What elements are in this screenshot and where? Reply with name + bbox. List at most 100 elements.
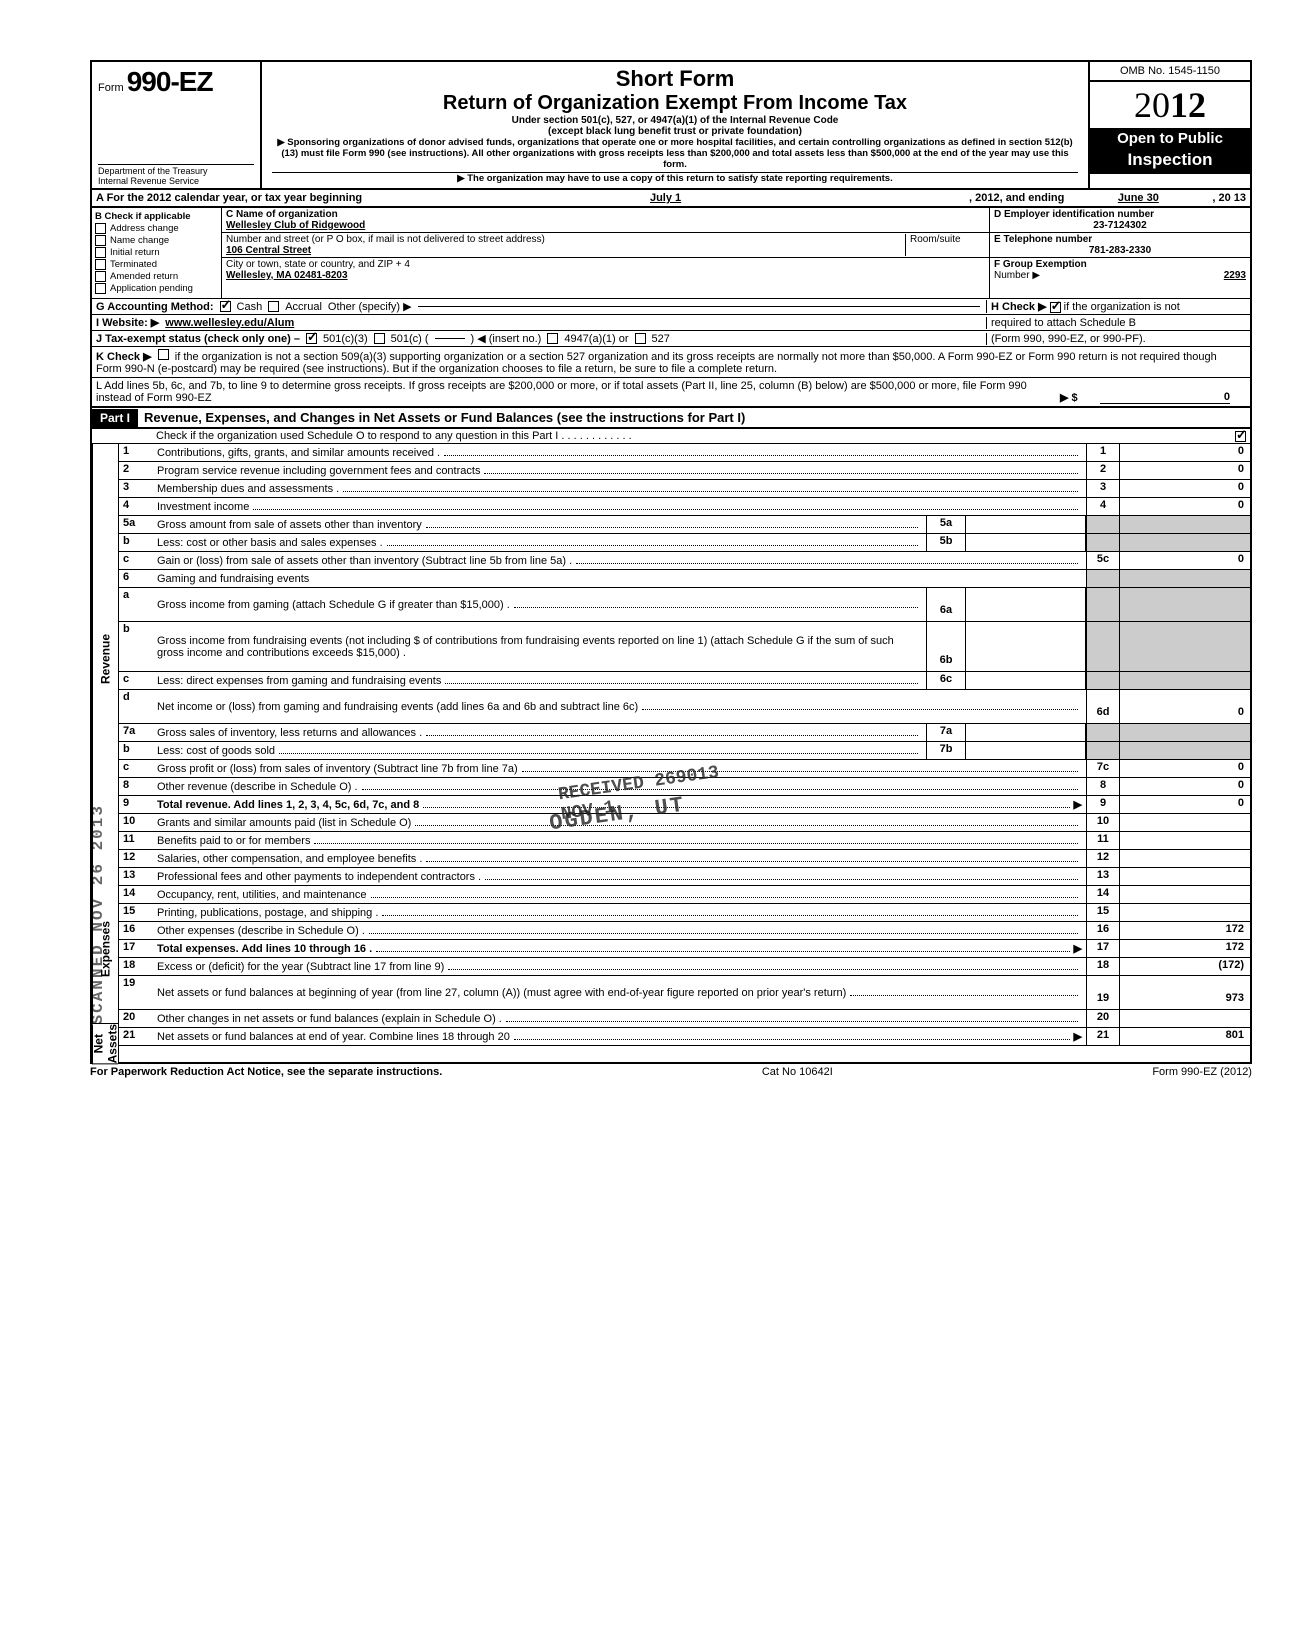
- chk-schedule-b[interactable]: [1050, 302, 1061, 313]
- j-527: 527: [652, 333, 670, 345]
- line-4-value[interactable]: 0: [1120, 498, 1250, 515]
- line-20-value[interactable]: [1120, 1010, 1250, 1027]
- line-6: 6Gaming and fundraising events: [119, 570, 1250, 588]
- period-end[interactable]: June 30: [1068, 190, 1208, 206]
- chk-k[interactable]: [158, 349, 169, 360]
- row-a-mid: , 2012, and ending: [965, 190, 1068, 206]
- line-4: 4Investment income40: [119, 498, 1250, 516]
- line-3-value[interactable]: 0: [1120, 480, 1250, 497]
- checkbox-icon[interactable]: [95, 283, 106, 294]
- line-10-value[interactable]: [1120, 814, 1250, 831]
- j-501c3: 501(c)(3): [323, 333, 368, 345]
- footer-right: Form 990-EZ (2012): [1152, 1066, 1252, 1078]
- period-begin[interactable]: July 1: [366, 190, 965, 206]
- insert-no-input[interactable]: [435, 338, 465, 339]
- chk-label: Terminated: [110, 259, 157, 270]
- line-11-value[interactable]: [1120, 832, 1250, 849]
- chk-501c3[interactable]: [306, 333, 317, 344]
- chk-501c[interactable]: [374, 333, 385, 344]
- col-c: C Name of organizationWellesley Club of …: [222, 208, 990, 298]
- line-8: 8Other revenue (describe in Schedule O) …: [119, 778, 1250, 796]
- checkbox-icon[interactable]: [95, 247, 106, 258]
- col-b: B Check if applicable Address change Nam…: [92, 208, 222, 298]
- omb-number: OMB No. 1545-1150: [1090, 62, 1250, 82]
- checkbox-icon[interactable]: [95, 235, 106, 246]
- j-insert: ) ◀ (insert no.): [471, 332, 542, 345]
- chk-initial-return[interactable]: Initial return: [95, 247, 218, 258]
- chk-pending[interactable]: Application pending: [95, 283, 218, 294]
- line-6c-value[interactable]: [966, 672, 1086, 689]
- line-2-value[interactable]: 0: [1120, 462, 1250, 479]
- line-11: 11Benefits paid to or for members11: [119, 832, 1250, 850]
- city-state-zip[interactable]: Wellesley, MA 02481-8203: [226, 270, 348, 281]
- chk-address-change[interactable]: Address change: [95, 223, 218, 234]
- chk-amended[interactable]: Amended return: [95, 271, 218, 282]
- ein[interactable]: 23-7124302: [994, 220, 1246, 231]
- line-j: J Tax-exempt status (check only one) – 5…: [90, 331, 1252, 347]
- line-3: 3Membership dues and assessments .30: [119, 480, 1250, 498]
- chk-name-change[interactable]: Name change: [95, 235, 218, 246]
- line-5a-value[interactable]: [966, 516, 1086, 533]
- line-text: Net assets or fund balances at end of ye…: [157, 1031, 510, 1043]
- line-9-value[interactable]: 0: [1120, 796, 1250, 813]
- line-7a-value[interactable]: [966, 724, 1086, 741]
- chk-schedule-o[interactable]: [1235, 431, 1246, 442]
- l-value[interactable]: 0: [1100, 391, 1230, 404]
- row-a: A For the 2012 calendar year, or tax yea…: [90, 190, 1252, 208]
- line-text: Program service revenue including govern…: [157, 465, 480, 477]
- line-text: Gross income from gaming (attach Schedul…: [157, 599, 510, 611]
- line-5b-value[interactable]: [966, 534, 1086, 551]
- f-label: F Group Exemption: [994, 259, 1087, 270]
- line-text: Contributions, gifts, grants, and simila…: [157, 447, 440, 459]
- line-15: 15Printing, publications, postage, and s…: [119, 904, 1250, 922]
- street-address[interactable]: 106 Central Street: [226, 245, 311, 256]
- dept-line-2: Internal Revenue Service: [98, 176, 254, 186]
- d-label: D Employer identification number: [994, 209, 1154, 220]
- line-21-value[interactable]: 801: [1120, 1028, 1250, 1045]
- website[interactable]: www.wellesley.edu/Alum: [165, 317, 294, 329]
- checkbox-icon[interactable]: [95, 271, 106, 282]
- line-15-value[interactable]: [1120, 904, 1250, 921]
- line-8-value[interactable]: 0: [1120, 778, 1250, 795]
- chk-cash[interactable]: [220, 301, 231, 312]
- line-19-value[interactable]: 973: [1120, 976, 1250, 1009]
- chk-accrual[interactable]: [268, 301, 279, 312]
- line-17: 17Total expenses. Add lines 10 through 1…: [119, 940, 1250, 958]
- chk-terminated[interactable]: Terminated: [95, 259, 218, 270]
- line-5c-value[interactable]: 0: [1120, 552, 1250, 569]
- subtitle-2: (except black lung benefit trust or priv…: [272, 126, 1078, 137]
- line-6a-value[interactable]: [966, 588, 1086, 621]
- line-text: Less: cost of goods sold: [157, 745, 275, 757]
- line-7c-value[interactable]: 0: [1120, 760, 1250, 777]
- line-17-value[interactable]: 172: [1120, 940, 1250, 957]
- line-18-value[interactable]: (172): [1120, 958, 1250, 975]
- line-6b-value[interactable]: [966, 622, 1086, 671]
- chk-527[interactable]: [635, 333, 646, 344]
- other-specify-input[interactable]: [418, 306, 980, 307]
- checkbox-icon[interactable]: [95, 223, 106, 234]
- line-14: 14Occupancy, rent, utilities, and mainte…: [119, 886, 1250, 904]
- line-g-h: G Accounting Method: Cash Accrual Other …: [90, 299, 1252, 315]
- chk-4947[interactable]: [547, 333, 558, 344]
- city-label: City or town, state or country, and ZIP …: [226, 259, 410, 270]
- line-7b-value[interactable]: [966, 742, 1086, 759]
- line-14-value[interactable]: [1120, 886, 1250, 903]
- f-label-2: Number ▶: [994, 270, 1040, 281]
- line-16-value[interactable]: 172: [1120, 922, 1250, 939]
- checkbox-icon[interactable]: [95, 259, 106, 270]
- line-5c: cGain or (loss) from sale of assets othe…: [119, 552, 1250, 570]
- arrow-icon: ▶: [1074, 1030, 1082, 1043]
- form-number: 990-EZ: [127, 66, 213, 97]
- phone[interactable]: 781-283-2330: [994, 245, 1246, 256]
- line-13-value[interactable]: [1120, 868, 1250, 885]
- org-name[interactable]: Wellesley Club of Ridgewood: [226, 220, 365, 231]
- line-grid: SCANNED NOV 26 2013 1Contributions, gift…: [118, 444, 1252, 1064]
- group-exemption[interactable]: 2293: [1224, 270, 1246, 281]
- line-1-value[interactable]: 0: [1120, 444, 1250, 461]
- line-6d-value[interactable]: 0: [1120, 690, 1250, 723]
- line-6a: aGross income from gaming (attach Schedu…: [119, 588, 1250, 622]
- chk-label: Address change: [110, 223, 179, 234]
- line-2: 2Program service revenue including gover…: [119, 462, 1250, 480]
- line-12-value[interactable]: [1120, 850, 1250, 867]
- footer-left: For Paperwork Reduction Act Notice, see …: [90, 1066, 442, 1078]
